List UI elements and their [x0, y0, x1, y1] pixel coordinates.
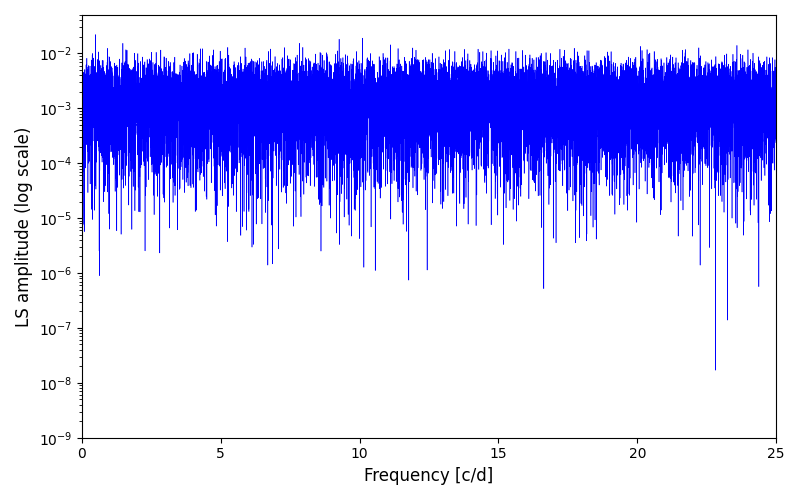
Y-axis label: LS amplitude (log scale): LS amplitude (log scale) — [15, 126, 33, 326]
X-axis label: Frequency [c/d]: Frequency [c/d] — [364, 467, 494, 485]
